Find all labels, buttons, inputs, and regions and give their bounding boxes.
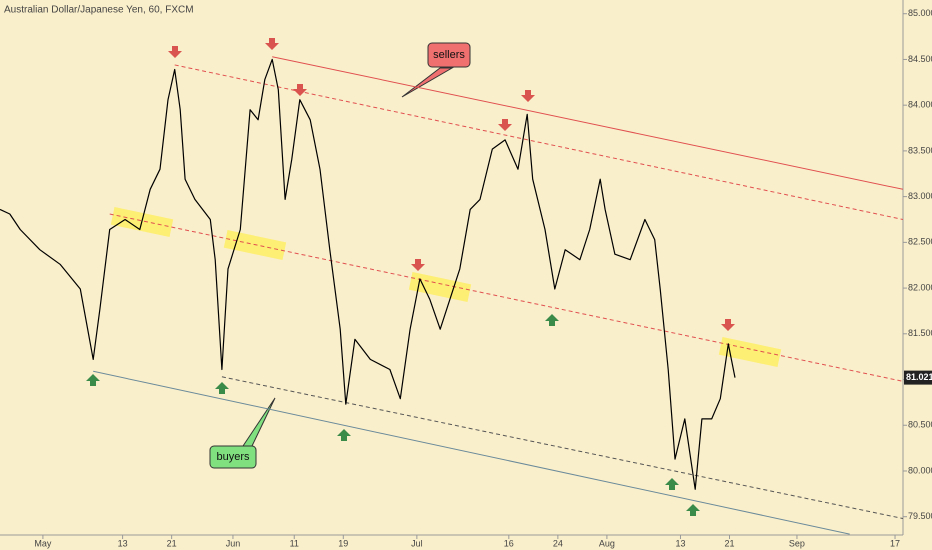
price-line [0, 58, 736, 490]
price-tag [904, 370, 932, 385]
y-tick-label: 83.500 [908, 145, 932, 155]
callout [427, 42, 471, 68]
y-tick-label: 82.000 [908, 282, 932, 292]
buy-arrows [86, 314, 700, 516]
buy-arrow [215, 382, 229, 394]
y-tick-label: 82.500 [908, 237, 932, 247]
sell-arrow [265, 38, 279, 50]
x-tick-label: Sep [789, 538, 805, 548]
y-tick-label: 83.000 [908, 191, 932, 201]
y-tick-label: 80.000 [908, 465, 932, 475]
sell-arrow [721, 319, 735, 331]
trend-line [272, 56, 903, 190]
trend-line [109, 213, 903, 382]
last-price: 81.021 [906, 372, 932, 382]
sell-arrow [293, 84, 307, 96]
x-tick-label: 13 [675, 538, 685, 548]
y-tick-label: 81.500 [908, 328, 932, 338]
y-tick-label: 79.500 [908, 511, 932, 521]
callout [209, 445, 257, 469]
x-tick-label: 11 [290, 538, 299, 548]
x-tick-label: Jul [411, 538, 423, 548]
x-tick-label: 19 [338, 538, 348, 548]
annotation: sellers [433, 49, 465, 61]
x-tick-label: 16 [504, 538, 514, 548]
callout-tail [401, 67, 454, 98]
sell-arrow [411, 259, 425, 271]
trend-line [174, 64, 903, 220]
x-tick-label: Jun [226, 538, 241, 548]
x-tick-label: 21 [725, 538, 735, 548]
x-tick-label: 24 [553, 538, 563, 548]
highlight [718, 336, 782, 368]
buy-arrow [665, 478, 679, 490]
buy-arrow [337, 429, 351, 441]
sell-arrow [521, 90, 535, 102]
buy-arrow [686, 504, 700, 516]
y-tick-label: 84.500 [908, 54, 932, 64]
x-tick-label: 21 [167, 538, 177, 548]
y-tick-label: 80.500 [908, 420, 932, 430]
sell-arrow [498, 119, 512, 131]
trend-line [221, 376, 903, 520]
sell-arrow [168, 46, 182, 58]
buy-arrow [545, 314, 559, 326]
buy-arrow [86, 374, 100, 386]
y-tick-label: 85.000 [908, 8, 932, 18]
x-tick-label: 17 [890, 538, 900, 548]
y-tick-label: 84.000 [908, 100, 932, 110]
annotation: buyers [216, 451, 250, 463]
chart-title: Australian Dollar/Japanese Yen, 60, FXCM [4, 5, 194, 16]
x-tick-label: 13 [118, 538, 128, 548]
sell-arrows [168, 38, 735, 331]
x-tick-label: Aug [599, 538, 615, 548]
x-tick-label: May [34, 538, 52, 548]
highlight [408, 271, 472, 303]
trend-line [93, 370, 850, 535]
